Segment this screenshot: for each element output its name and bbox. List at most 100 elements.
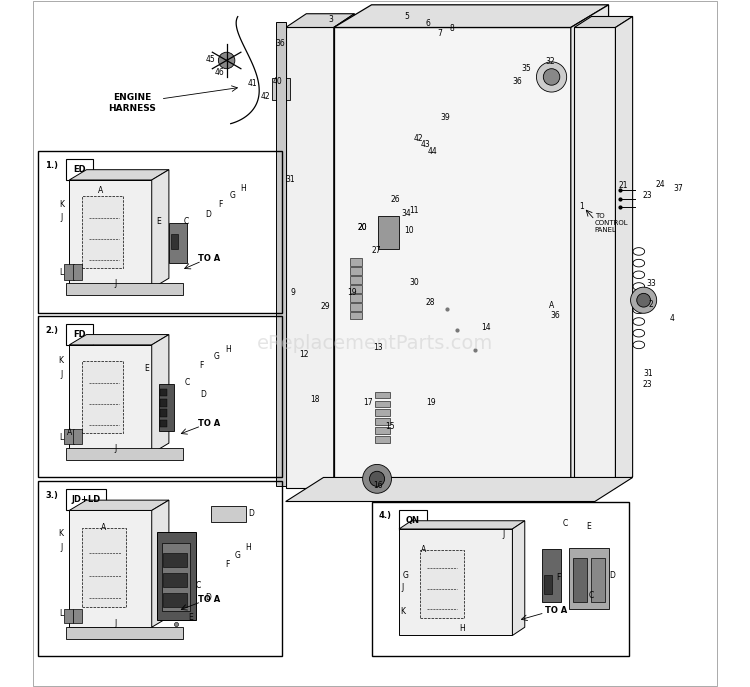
Text: C: C — [196, 581, 201, 590]
Text: 4: 4 — [670, 313, 675, 323]
Polygon shape — [152, 335, 169, 453]
Bar — [350, 258, 362, 266]
Text: 3: 3 — [328, 15, 333, 25]
Text: 36: 36 — [512, 77, 522, 87]
Text: 33: 33 — [646, 279, 656, 289]
Text: H: H — [225, 345, 231, 354]
Text: 29: 29 — [320, 302, 330, 311]
Text: 5: 5 — [405, 12, 410, 21]
Text: 10: 10 — [404, 226, 413, 236]
Bar — [375, 436, 390, 443]
Text: 23: 23 — [643, 379, 652, 389]
Text: D: D — [205, 210, 211, 219]
Text: H: H — [240, 183, 246, 193]
Text: 28: 28 — [425, 298, 435, 308]
Text: 21: 21 — [619, 181, 628, 190]
Text: F: F — [218, 199, 223, 209]
Text: K: K — [400, 607, 405, 616]
Bar — [169, 223, 187, 263]
Text: QN: QN — [406, 515, 420, 525]
Bar — [375, 418, 390, 425]
Text: F: F — [225, 560, 230, 570]
Text: 42: 42 — [413, 133, 423, 143]
Text: E: E — [145, 364, 149, 374]
Text: 31: 31 — [286, 174, 296, 184]
Text: F: F — [199, 361, 203, 370]
Circle shape — [370, 471, 385, 486]
Text: C: C — [562, 519, 568, 528]
Text: F: F — [556, 572, 560, 582]
Text: K: K — [58, 529, 64, 539]
Bar — [64, 609, 74, 623]
Polygon shape — [334, 5, 608, 27]
Text: 1.): 1.) — [45, 161, 58, 170]
Text: 17: 17 — [363, 398, 373, 407]
Text: A: A — [101, 523, 106, 532]
Bar — [399, 510, 427, 530]
Text: JD+LD: JD+LD — [71, 495, 100, 504]
Bar — [350, 276, 362, 284]
Bar — [160, 389, 166, 396]
Text: 2.): 2.) — [45, 326, 58, 335]
Bar — [573, 558, 586, 602]
Text: 19: 19 — [347, 288, 357, 297]
Text: D: D — [205, 592, 211, 602]
Text: 45: 45 — [206, 55, 215, 65]
Text: eReplacementParts.com: eReplacementParts.com — [256, 334, 494, 353]
Text: 36: 36 — [275, 39, 285, 49]
Bar — [375, 401, 390, 407]
Text: A: A — [421, 545, 426, 554]
Text: D: D — [248, 508, 254, 518]
Bar — [160, 420, 166, 427]
Bar — [38, 151, 282, 313]
Text: E: E — [586, 522, 591, 532]
Circle shape — [363, 464, 392, 493]
Bar — [350, 303, 362, 311]
Polygon shape — [286, 14, 355, 27]
Text: J: J — [61, 213, 63, 223]
Text: 40: 40 — [272, 77, 282, 87]
Text: 35: 35 — [521, 63, 531, 73]
Bar — [66, 159, 93, 180]
Text: K: K — [59, 199, 64, 209]
Text: J: J — [503, 530, 505, 539]
Bar — [82, 196, 123, 268]
Text: 18: 18 — [310, 394, 320, 404]
Text: J: J — [114, 619, 116, 629]
Bar — [158, 384, 175, 431]
Text: L: L — [59, 268, 64, 278]
Polygon shape — [399, 529, 512, 635]
Circle shape — [637, 293, 650, 307]
Text: K: K — [58, 356, 64, 365]
Text: 4.): 4.) — [379, 511, 392, 520]
Polygon shape — [616, 16, 633, 488]
Bar — [64, 264, 74, 280]
Text: J: J — [401, 583, 404, 592]
Text: 16: 16 — [374, 480, 383, 490]
Text: 43: 43 — [420, 140, 430, 150]
Text: 44: 44 — [427, 147, 437, 157]
Polygon shape — [69, 170, 169, 180]
Text: 42: 42 — [260, 92, 270, 102]
Text: ED: ED — [74, 165, 86, 174]
Text: 12: 12 — [299, 350, 309, 359]
Bar — [157, 532, 196, 620]
Text: 36: 36 — [550, 311, 560, 320]
Text: 34: 34 — [401, 209, 411, 218]
Polygon shape — [69, 510, 152, 627]
Text: TO A: TO A — [544, 605, 567, 615]
Text: 23: 23 — [642, 190, 652, 200]
Circle shape — [631, 287, 657, 313]
Bar — [379, 216, 399, 249]
Bar — [82, 361, 123, 433]
Circle shape — [536, 62, 567, 92]
Text: 31: 31 — [643, 368, 652, 378]
Text: ENGINE
HARNESS: ENGINE HARNESS — [109, 93, 157, 113]
Bar — [82, 528, 126, 607]
Bar — [592, 558, 605, 602]
Polygon shape — [574, 16, 633, 27]
Bar — [350, 294, 362, 302]
Text: 30: 30 — [410, 278, 419, 287]
Bar — [66, 324, 93, 345]
Text: G: G — [403, 570, 409, 580]
